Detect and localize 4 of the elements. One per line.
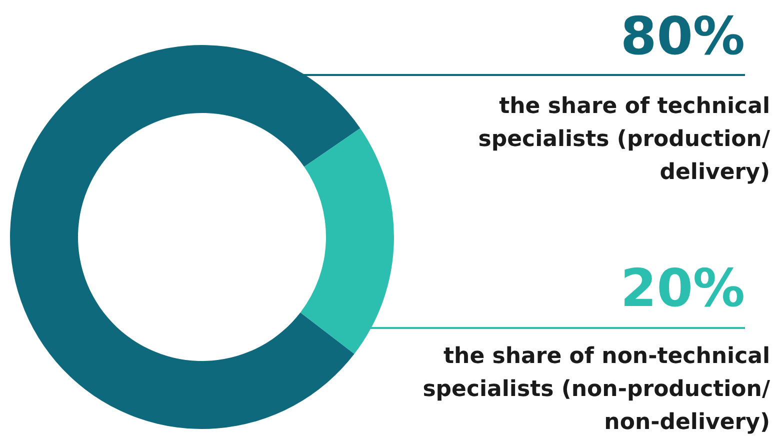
data-label: 80%: [620, 7, 745, 67]
data-label: 20%: [620, 259, 745, 319]
slice-label: the share of non-technical specialists (non-production/ non-delivery): [422, 344, 771, 435]
slice-label: the share of technical specialists (production/ delivery): [478, 94, 771, 185]
